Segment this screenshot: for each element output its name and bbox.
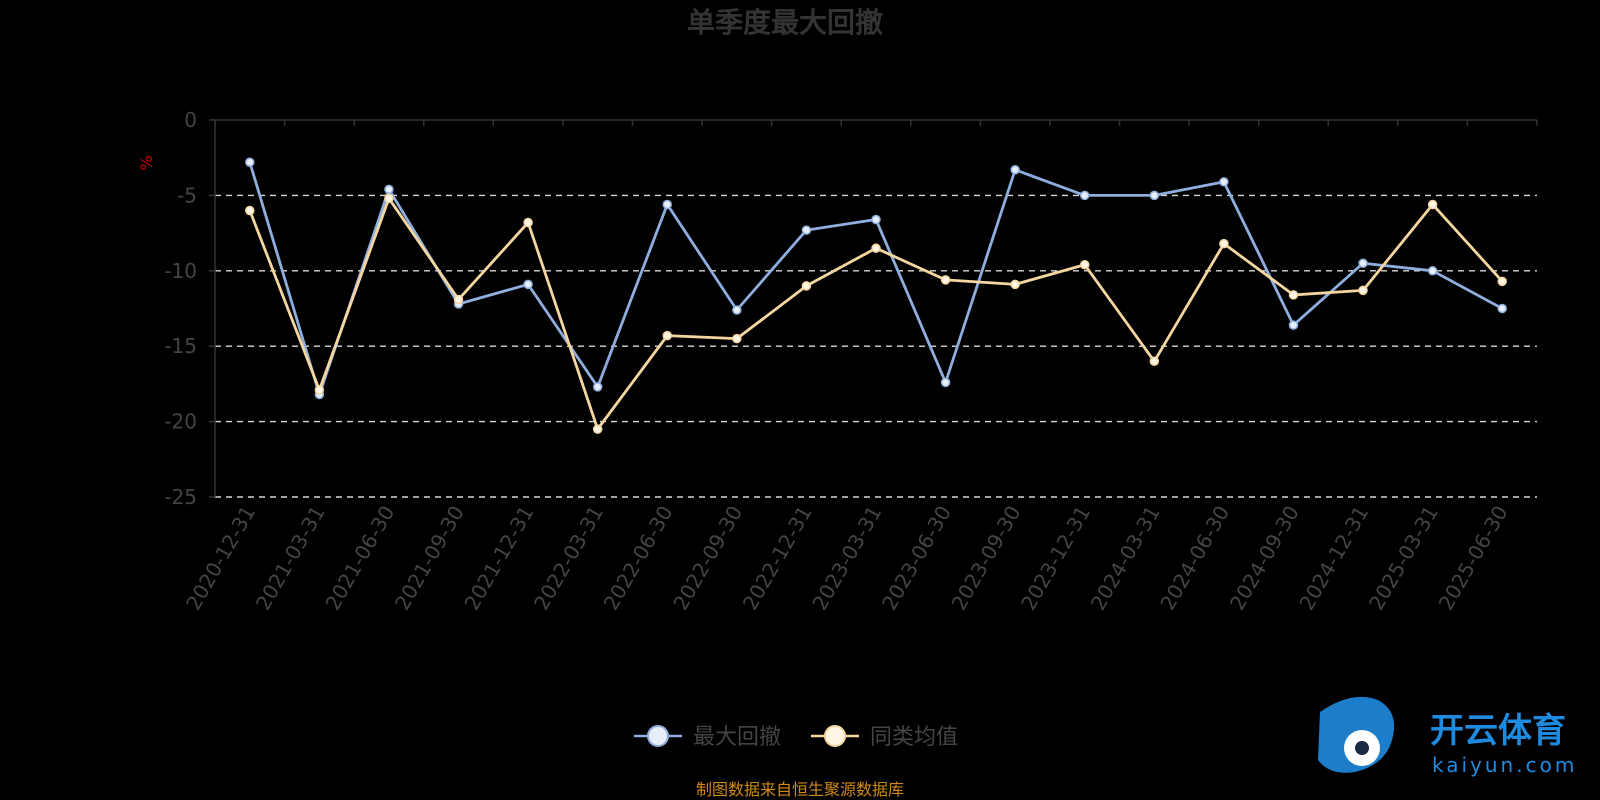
legend-item-peer-average[interactable]: 同类均值 <box>811 725 958 750</box>
data-point-series-1[interactable] <box>1219 238 1229 249</box>
y-tick-label: -5 <box>177 183 197 207</box>
x-tick-label: 2023-03-31 <box>807 502 886 615</box>
chart-title: 单季度最大回撤 <box>687 6 883 39</box>
x-tick-label: 2021-06-30 <box>320 502 399 615</box>
data-point-series-1[interactable] <box>662 330 673 341</box>
x-tick-label: 2023-12-31 <box>1016 502 1095 615</box>
source-note: 制图数据来自恒生聚源数据库 <box>696 780 904 799</box>
x-tick-label: 2020-12-31 <box>181 502 260 615</box>
data-point-series-0[interactable] <box>1219 177 1229 187</box>
data-point-series-0[interactable] <box>245 157 255 167</box>
legend-label-max-drawdown: 最大回撤 <box>693 725 781 750</box>
legend-item-max-drawdown[interactable]: 最大回撤 <box>634 725 781 750</box>
x-tick-label: 2022-12-31 <box>738 502 817 615</box>
y-tick-label: -20 <box>164 410 197 434</box>
data-point-series-1[interactable] <box>871 243 881 253</box>
data-point-series-0[interactable] <box>592 382 603 392</box>
axes <box>210 119 1537 497</box>
series-line-1 <box>248 197 1504 431</box>
data-point-series-1[interactable] <box>801 281 812 291</box>
data-point-series-0[interactable] <box>1010 165 1020 175</box>
data-point-series-0[interactable] <box>1358 258 1368 269</box>
data-point-series-1[interactable] <box>1497 276 1507 287</box>
data-point-series-0[interactable] <box>732 305 742 315</box>
data-point-series-1[interactable] <box>1149 356 1160 367</box>
x-tick-label: 2024-12-31 <box>1294 502 1373 615</box>
soccer-ball-patch <box>1355 741 1369 755</box>
data-point-series-1[interactable] <box>523 217 533 228</box>
x-tick-label: 2024-03-31 <box>1086 502 1165 615</box>
data-point-series-1[interactable] <box>1010 279 1020 290</box>
x-tick-label: 2022-09-30 <box>668 502 747 615</box>
series-line-0 <box>248 161 1503 396</box>
x-tick-label: 2025-06-30 <box>1434 502 1513 615</box>
series-lines <box>245 157 1507 434</box>
y-tick-label: -25 <box>164 485 197 509</box>
x-tick-label: 2023-06-30 <box>877 501 956 614</box>
x-tick-label: 2024-09-30 <box>1225 502 1304 615</box>
data-point-series-1[interactable] <box>245 205 255 216</box>
data-point-series-0[interactable] <box>871 214 881 225</box>
data-point-series-1[interactable] <box>384 193 394 204</box>
legend-marker-max-drawdown <box>647 725 669 747</box>
y-tick-label: 0 <box>184 108 197 132</box>
data-point-series-0[interactable] <box>940 377 951 388</box>
data-point-series-1[interactable] <box>940 275 951 285</box>
legend-label-peer-average: 同类均值 <box>870 725 958 750</box>
x-tick-label: 2021-12-31 <box>460 502 539 615</box>
grid-lines <box>209 119 1538 498</box>
data-point-series-0[interactable] <box>1288 320 1299 330</box>
x-tick-label: 2021-09-30 <box>390 502 469 615</box>
watermark-en: kaiyun.com <box>1432 753 1577 777</box>
x-tick-label: 2024-06-30 <box>1155 502 1234 615</box>
legend-marker-peer-average <box>824 725 846 747</box>
y-tick-labels: 0 -5 -10 -15 -20 -25 <box>164 108 197 509</box>
x-tick-labels: 2020-12-312021-03-312021-06-302021-09-30… <box>181 501 1512 614</box>
data-point-series-1[interactable] <box>1358 285 1368 296</box>
data-point-series-1[interactable] <box>1288 290 1299 300</box>
data-point-series-0[interactable] <box>384 184 394 195</box>
data-point-series-1[interactable] <box>592 424 603 434</box>
data-point-series-0[interactable] <box>1427 266 1438 276</box>
watermark-logo: 开云体育 kaiyun.com <box>1318 696 1577 777</box>
x-tick-label: 2025-03-31 <box>1364 502 1443 615</box>
data-point-series-0[interactable] <box>1149 190 1160 201</box>
data-point-series-1[interactable] <box>314 385 325 395</box>
watermark-cn: 开云体育 <box>1430 711 1566 751</box>
data-point-series-0[interactable] <box>1079 190 1090 201</box>
legend[interactable]: 最大回撤 同类均值 <box>634 725 958 750</box>
y-axis-unit: % <box>137 155 156 170</box>
y-tick-label: -10 <box>164 259 197 283</box>
data-point-series-1[interactable] <box>1427 199 1438 210</box>
data-point-series-1[interactable] <box>453 294 464 305</box>
data-point-series-0[interactable] <box>523 279 533 290</box>
x-tick-label: 2021-03-31 <box>251 502 330 615</box>
y-tick-label: -15 <box>164 334 197 358</box>
data-point-series-1[interactable] <box>732 333 742 344</box>
data-point-series-0[interactable] <box>801 225 812 235</box>
x-tick-label: 2022-06-30 <box>599 502 678 615</box>
x-tick-label: 2023-09-30 <box>947 502 1026 615</box>
x-tick-label: 2022-03-31 <box>529 502 608 615</box>
data-point-series-0[interactable] <box>1497 303 1507 314</box>
data-point-series-0[interactable] <box>662 199 673 210</box>
data-point-series-1[interactable] <box>1079 260 1090 270</box>
